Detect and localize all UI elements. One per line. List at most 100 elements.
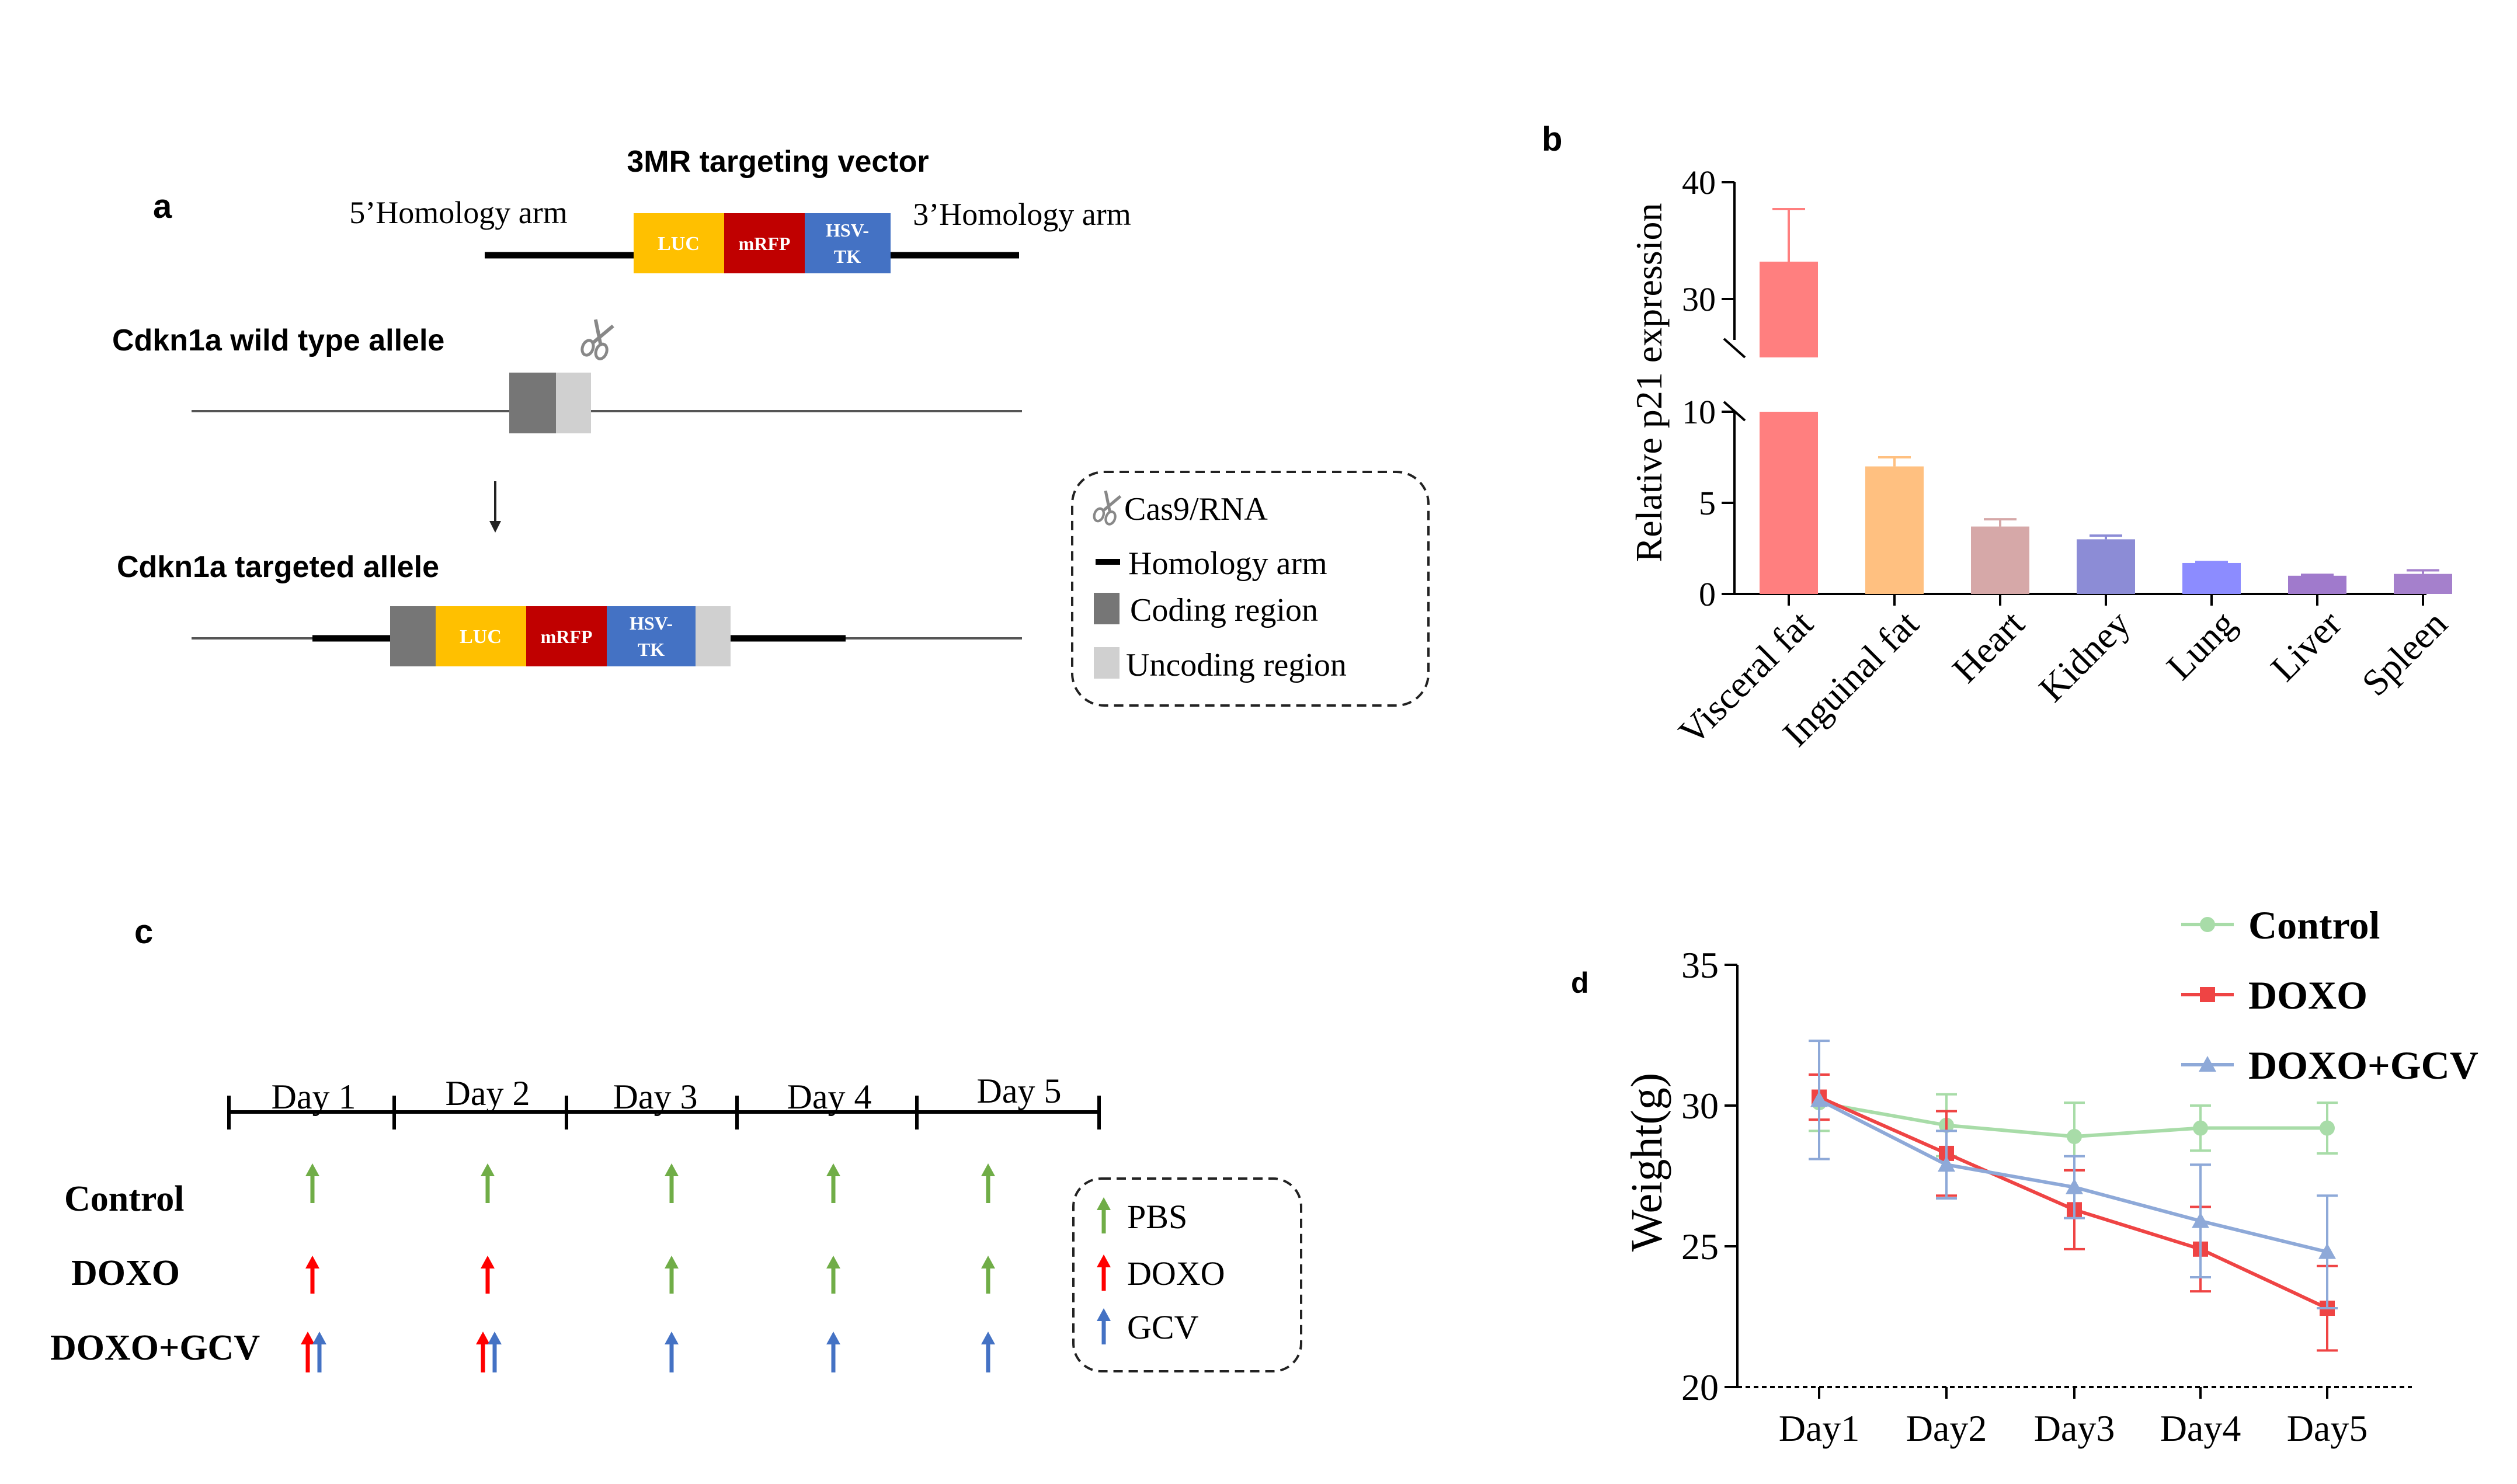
x-tick-label: Day4 [2160,1407,2241,1449]
pbs-arrow-icon [981,1163,995,1176]
targeted-allele-title: Cdkn1a targeted allele [117,550,439,584]
bar [2394,574,2452,594]
vector-hsv-box [805,213,891,273]
x-tick-label: Kidney [2031,603,2137,710]
vector-luc-box [634,213,724,273]
vector-tk-label: TK [834,246,861,267]
y-tick-label: 30 [1681,1085,1719,1127]
y-tick-label: 5 [1699,484,1716,522]
pbs-arrow-icon [826,1256,840,1268]
targeted-coding-box [390,606,436,666]
legend-pbs-label: PBS [1127,1198,1187,1236]
data-point [2318,1243,2336,1259]
x-tick-label: Lung [2158,603,2244,688]
y-tick-label: 25 [1681,1226,1719,1267]
scissors-icon [580,318,616,362]
bar [2182,562,2241,594]
data-point [2193,1120,2208,1136]
group-doxo-label: DOXO [71,1253,180,1293]
panel-a: a 3MR targeting vector 5’Homology arm 3’… [112,145,1430,707]
pbs-arrow-icon [826,1163,840,1176]
legend-uncoding-label: Uncoding region [1126,647,1347,683]
vector-title: 3MR targeting vector [627,145,929,179]
legend-cas9-label: Cas9/RNA [1124,491,1268,527]
legend-label: DOXO+GCV [2248,1043,2478,1087]
vector-hsv-label: HSV- [826,220,869,241]
panel-a-legend-box [1071,471,1430,707]
legend-coding-swatch [1094,593,1120,624]
gcv-arrow-icon [665,1332,679,1344]
x-tick-label: Day3 [2034,1407,2115,1449]
x-tick-label: Heart [1944,603,2032,691]
wt-coding-box [509,373,556,433]
legend-marker [2199,1056,2216,1072]
panel-label-c: c [134,913,153,951]
pbs-arrow-icon [665,1163,679,1176]
legend-coding-label: Coding region [1130,592,1318,628]
panel-label-d: d [1571,967,1589,999]
targeted-tk-label: TK [638,639,665,660]
gcv-arrow-icon [981,1332,995,1344]
panel-d: d Weight(g) 20 25 30 35 Day1 Day2 Day3 Day4 Day5… [1571,903,2478,1449]
y-tick-label: 30 [1682,280,1716,318]
legend-doxo-arrow-icon [1097,1254,1111,1267]
legend-uncoding-swatch [1094,647,1120,679]
legend-marker [2200,917,2215,932]
legend-gcv-arrow-icon [1097,1308,1111,1321]
series-control [1809,1073,2338,1172]
data-point [2067,1129,2082,1145]
day-1-label: Day 1 [272,1078,356,1116]
targeted-mrfp-box [526,606,607,666]
left-homology-arm-label: 5’Homology arm [349,195,567,230]
axis-break-mark [1723,338,1746,359]
bar [1865,466,1924,594]
y-tick-label: 0 [1699,575,1716,613]
doxo-arrow-icon [301,1332,315,1344]
panel-c: c Day 1 Day 2 Day 3 Day 4 Day 5 Control … [50,913,1302,1372]
data-point [2192,1212,2209,1228]
panel-b: b Relative p21 expression 05103040Viscer… [1542,120,2455,755]
doxo-arrow-icon [305,1256,319,1268]
right-homology-arm-label: 3’Homology arm [913,197,1131,232]
targeted-uncoding-box [696,606,731,666]
x-tick-label: Day5 [2287,1407,2368,1449]
legend-arrows [1097,1197,1111,1344]
legend-pbs-arrow-icon [1097,1197,1111,1210]
treatment-arrows [301,1163,995,1372]
bar [2077,539,2135,594]
doxo-arrow-icon [481,1256,495,1268]
y-tick-label: 20 [1681,1367,1719,1408]
wt-uncoding-box [556,373,591,433]
bar [1971,526,2029,594]
legend-label: DOXO [2248,973,2367,1017]
down-arrow-icon [489,521,501,533]
bar-upper [1760,262,1818,357]
data-point [1938,1156,1955,1172]
vector-luc-label: LUC [658,233,700,255]
data-point [2066,1178,2083,1194]
targeted-hsv-label: HSV- [630,613,673,634]
pbs-arrow-icon [305,1163,319,1176]
bar-lower [1760,412,1818,594]
targeted-hsv-box [607,606,696,666]
vector-mrfp-label: mRFP [739,233,791,254]
y-tick-label: 40 [1682,164,1716,201]
legend-doxo-label: DOXO [1127,1254,1225,1292]
bar [2288,575,2346,594]
wild-type-allele-title: Cdkn1a wild type allele [112,324,444,357]
data-point [1810,1091,1828,1107]
x-tick-label: Day2 [1906,1407,1987,1449]
data-point [2320,1120,2335,1136]
panel-label-a: a [153,187,172,225]
gcv-arrow-icon [488,1332,502,1344]
gcv-arrow-icon [312,1332,326,1344]
x-tick-label: Liver [2263,603,2349,689]
targeted-mrfp-label: mRFP [541,626,593,647]
chart-d-ylabel: Weight(g) [1622,1073,1671,1252]
doxo-arrow-icon [476,1332,490,1344]
targeted-luc-box [436,606,526,666]
pbs-arrow-icon [481,1163,495,1176]
pbs-arrow-icon [665,1256,679,1268]
